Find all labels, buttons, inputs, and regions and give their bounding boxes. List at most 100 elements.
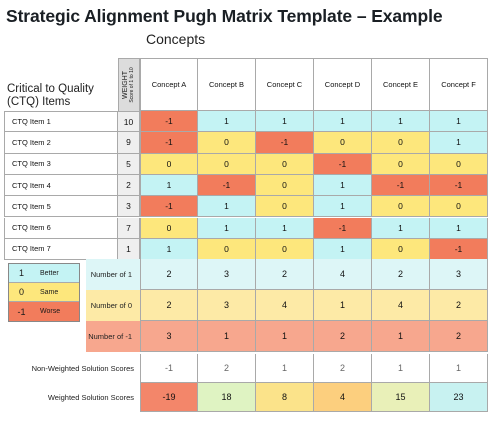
- summary-value-cell: 1: [430, 354, 488, 383]
- score-cell: 1: [314, 111, 372, 133]
- legend-same-label: Same: [34, 283, 79, 301]
- summary-value-cell: -1: [140, 354, 198, 383]
- score-cell: -1: [430, 174, 488, 197]
- summary-row-label: Number of -1: [88, 332, 132, 341]
- score-cell: 0: [140, 153, 198, 175]
- ctq-item-label: CTQ Item 3: [4, 153, 118, 175]
- concept-header: Concept A: [140, 58, 198, 111]
- summary-value-cell: 4: [314, 259, 372, 290]
- ctq-item-label: CTQ Item 4: [4, 174, 118, 197]
- summary-value-cell: 1: [372, 321, 430, 352]
- weight-header-title: WEIGHT: [122, 71, 129, 99]
- summary-value-cell: 8: [256, 383, 314, 412]
- summary-value-cell: 2: [430, 290, 488, 321]
- score-cell: 0: [198, 238, 256, 261]
- score-cell: 0: [140, 217, 198, 239]
- legend-better-value: 1: [9, 264, 34, 282]
- summary-value-cell: 1: [314, 290, 372, 321]
- summary-value-cell: 1: [256, 321, 314, 352]
- score-cell: 1: [314, 196, 372, 218]
- summary-value-cell: 3: [198, 290, 256, 321]
- score-cell: 1: [256, 217, 314, 239]
- score-cell: 0: [198, 153, 256, 175]
- score-cell: 1: [372, 111, 430, 133]
- score-cell: -1: [314, 217, 372, 239]
- weight-header-subtitle: Score of 1 to 10: [129, 67, 135, 103]
- legend: 1 Better 0 Same -1 Worse: [8, 263, 80, 322]
- score-cell: 0: [372, 196, 430, 218]
- concept-header: Concept B: [198, 58, 256, 111]
- ctq-item-label: CTQ Item 1: [4, 111, 118, 133]
- summary-value-cell: 15: [372, 383, 430, 412]
- summary-value-cell: -19: [140, 383, 198, 412]
- concept-header: Concept C: [256, 58, 314, 111]
- score-cell: -1: [256, 132, 314, 154]
- ctq-item-weight: 5: [118, 153, 140, 175]
- score-cell: 1: [198, 111, 256, 133]
- score-cell: 1: [430, 217, 488, 239]
- legend-worse: -1 Worse: [9, 302, 79, 321]
- summary-value-cell: 2: [372, 259, 430, 290]
- score-cell: -1: [140, 132, 198, 154]
- ctq-item-weight: 10: [118, 111, 140, 133]
- score-cell: -1: [140, 111, 198, 133]
- score-cell: 0: [372, 132, 430, 154]
- summary-value-cell: 2: [314, 354, 372, 383]
- legend-worse-label: Worse: [34, 302, 79, 321]
- summary-value-cell: 2: [140, 290, 198, 321]
- score-cell: 1: [430, 132, 488, 154]
- ctq-heading: Critical to Quality (CTQ) Items: [7, 83, 94, 108]
- score-cell: 1: [140, 174, 198, 197]
- score-cell: -1: [430, 238, 488, 261]
- score-cell: 0: [372, 153, 430, 175]
- legend-better: 1 Better: [9, 264, 79, 283]
- summary-value-cell: 2: [256, 259, 314, 290]
- summary-value-cell: 3: [198, 259, 256, 290]
- score-cell: 1: [256, 111, 314, 133]
- concepts-heading: Concepts: [146, 31, 206, 47]
- ctq-item-label: CTQ Item 2: [4, 132, 118, 154]
- summary-value-cell: 2: [198, 354, 256, 383]
- score-cell: 0: [314, 132, 372, 154]
- ctq-item-label: CTQ Item 5: [4, 196, 118, 218]
- score-cell: 0: [256, 196, 314, 218]
- legend-worse-value: -1: [9, 302, 34, 321]
- weight-header: WEIGHT Score of 1 to 10: [118, 58, 140, 111]
- summary-value-cell: 3: [430, 259, 488, 290]
- ctq-item-weight: 1: [118, 238, 140, 261]
- summary-value-cell: 4: [256, 290, 314, 321]
- score-cell: -1: [198, 174, 256, 197]
- score-cell: 0: [372, 238, 430, 261]
- summary-value-cell: 4: [372, 290, 430, 321]
- score-cell: 1: [198, 217, 256, 239]
- score-cell: -1: [314, 153, 372, 175]
- legend-better-label: Better: [34, 264, 79, 282]
- page-title: Strategic Alignment Pugh Matrix Template…: [6, 6, 443, 26]
- ctq-item-label: CTQ Item 7: [4, 238, 118, 261]
- score-cell: 0: [430, 153, 488, 175]
- concept-header: Concept D: [314, 58, 372, 111]
- summary-value-cell: 4: [314, 383, 372, 412]
- concept-header: Concept F: [430, 58, 488, 111]
- ctq-item-weight: 2: [118, 174, 140, 197]
- summary-value-cell: 2: [140, 259, 198, 290]
- ctq-item-weight: 9: [118, 132, 140, 154]
- summary-value-cell: 18: [198, 383, 256, 412]
- score-cell: 1: [314, 238, 372, 261]
- score-cell: 1: [198, 196, 256, 218]
- summary-row-label: Number of 1: [90, 270, 132, 279]
- ctq-item-label: CTQ Item 6: [4, 217, 118, 239]
- score-cell: 0: [198, 132, 256, 154]
- summary-value-cell: 1: [256, 354, 314, 383]
- score-cell: -1: [372, 174, 430, 197]
- score-cell: 0: [430, 196, 488, 218]
- score-cell: 0: [256, 238, 314, 261]
- summary-value-cell: 23: [430, 383, 488, 412]
- legend-same-value: 0: [9, 283, 34, 301]
- summary-value-cell: 1: [372, 354, 430, 383]
- concept-header: Concept E: [372, 58, 430, 111]
- summary-value-cell: 2: [430, 321, 488, 352]
- score-cell: -1: [140, 196, 198, 218]
- summary-row-label: Non-Weighted Solution Scores: [31, 364, 134, 373]
- legend-same: 0 Same: [9, 283, 79, 302]
